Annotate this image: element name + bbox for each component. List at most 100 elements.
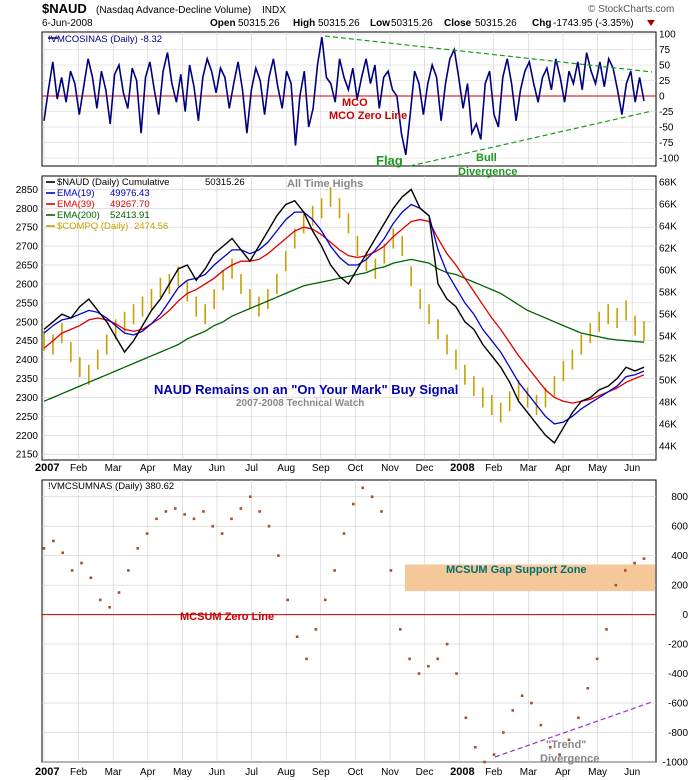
x-tick-label: Apr	[140, 463, 156, 474]
divergence-trend-line	[494, 701, 653, 758]
mcsum-point	[80, 561, 83, 565]
x-tick-label: Nov	[381, 767, 399, 778]
y-tick-label: -800	[668, 728, 688, 739]
chg-value: -1743.95 (-3.35%)	[553, 18, 634, 29]
mcsum-point	[455, 672, 458, 675]
low-value: 50315.26	[391, 18, 433, 29]
all-time-highs-label: All Time Highs	[287, 178, 363, 190]
open-value: 50315.26	[238, 18, 280, 29]
y-tick-label-right: 46K	[659, 420, 677, 431]
y-tick-label-left: 2800	[16, 204, 39, 215]
mcsum-point	[558, 753, 561, 756]
y-tick-label-left: 2300	[16, 393, 39, 404]
legend-compq-name: $COMPQ (Daily)	[57, 221, 128, 232]
mcsum-point	[436, 657, 440, 661]
support-zone-band	[405, 564, 655, 592]
divergence-label: Divergence	[458, 166, 517, 178]
mcsum-point	[173, 507, 177, 510]
y-tick-label-right: 54K	[659, 332, 677, 343]
mcsum-point	[220, 532, 224, 535]
mcsum-point	[577, 716, 580, 720]
trend-divergence-label: Divergence	[540, 753, 599, 765]
mcsum-point	[323, 598, 327, 602]
mco-label: MCO	[342, 97, 368, 109]
y-tick-label-left: 2400	[16, 355, 39, 366]
mcsum-point	[333, 569, 336, 572]
mcsum-point	[633, 561, 636, 565]
mcsum-point	[305, 657, 308, 661]
watermark: © StockCharts.com	[588, 4, 674, 15]
low-label: Low	[370, 18, 390, 29]
mcsum-point	[483, 760, 486, 764]
x-axis-labels: 2007 2007 Feb Feb Mar Mar Apr Apr May May Jun Jun Ju…	[35, 462, 640, 778]
close-label: Close	[444, 18, 472, 29]
open-label: Open	[210, 18, 236, 29]
ema39-line	[43, 218, 645, 404]
mcsum-point	[492, 753, 496, 756]
mcsum-point	[295, 635, 299, 639]
y-tick-label: 400	[671, 551, 688, 562]
y-tick-label: -50	[659, 123, 674, 134]
x-tick-label: Nov	[381, 463, 399, 474]
x-tick-label: Feb	[70, 463, 88, 474]
y-tick-label-right: 66K	[659, 200, 677, 211]
x-tick-label: Sep	[312, 463, 330, 474]
x-tick-label: Mar	[520, 463, 538, 474]
y-tick-label: 200	[671, 581, 688, 592]
x-tick-label: Jun	[624, 463, 640, 474]
y-tick-label-right: 58K	[659, 288, 677, 299]
close-value: 50315.26	[475, 18, 517, 29]
x-tick-label: Jul	[245, 463, 258, 474]
mcsum-point	[211, 524, 215, 528]
mcsum-point	[89, 576, 93, 580]
legend-ema19-name: EMA(19)	[57, 188, 94, 199]
mcsum-zero-line-label: MCSUM Zero Line	[180, 611, 274, 623]
x-tick-label: Oct	[348, 767, 364, 778]
mcsum-point	[445, 642, 449, 646]
price-panel-frame	[41, 175, 657, 461]
trend-label: "Trend"	[546, 739, 586, 751]
ohlc-readout: Open 50315.26 High 50315.26 Low 50315.26…	[210, 18, 655, 29]
x-tick-label: Jun	[209, 767, 225, 778]
x-tick-label: Jul	[245, 767, 258, 778]
mcsum-point	[408, 657, 411, 661]
chart-exchange: INDX	[262, 5, 286, 16]
ema200-line	[43, 258, 645, 402]
y-tick-label-right: 56K	[659, 310, 677, 321]
high-value: 50315.26	[318, 18, 360, 29]
support-zone-label: MCSUM Gap Support Zone	[446, 564, 587, 576]
mcsum-point	[98, 598, 102, 602]
mcsum-point	[267, 524, 271, 528]
mcsum-point	[530, 701, 533, 705]
x-tick-label: Feb	[70, 767, 88, 778]
flag-label: Flag	[376, 153, 403, 168]
lower-trend-line	[409, 110, 653, 167]
mcsum-point	[427, 664, 430, 668]
legend-ema200-value: 52413.91	[110, 210, 150, 221]
mcsum-point	[614, 583, 618, 587]
axis-ticks: 100 75 50 25 0 -25 -50 -75 -100 2850 2800 2750 2700 2…	[16, 30, 689, 769]
mcsum-point	[595, 657, 599, 661]
x-tick-label: Aug	[277, 463, 295, 474]
mcsum-point	[567, 738, 571, 742]
y-tick-label: 25	[659, 76, 671, 87]
x-tick-label: Apr	[140, 767, 156, 778]
y-tick-label: 0	[659, 92, 665, 103]
mcsum-point	[42, 547, 46, 550]
y-tick-label-right: 62K	[659, 244, 677, 255]
y-tick-label: -600	[668, 699, 688, 710]
ema19-line	[43, 203, 645, 425]
mcsum-point	[314, 628, 318, 631]
y-tick-label-right: 64K	[659, 222, 677, 233]
x-tick-label: May	[588, 463, 607, 474]
legend-naud-value: 50315.26	[205, 177, 245, 188]
mcsum-point	[248, 495, 252, 499]
mcsum-point	[511, 709, 515, 712]
y-tick-label-left: 2700	[16, 242, 39, 253]
y-tick-label: -400	[668, 669, 688, 680]
mcsum-point	[586, 687, 590, 690]
mcsum-panel-frame	[41, 479, 657, 763]
mcsum-point	[473, 745, 477, 749]
x-tick-label: Aug	[277, 767, 295, 778]
mcsum-point	[623, 569, 627, 572]
